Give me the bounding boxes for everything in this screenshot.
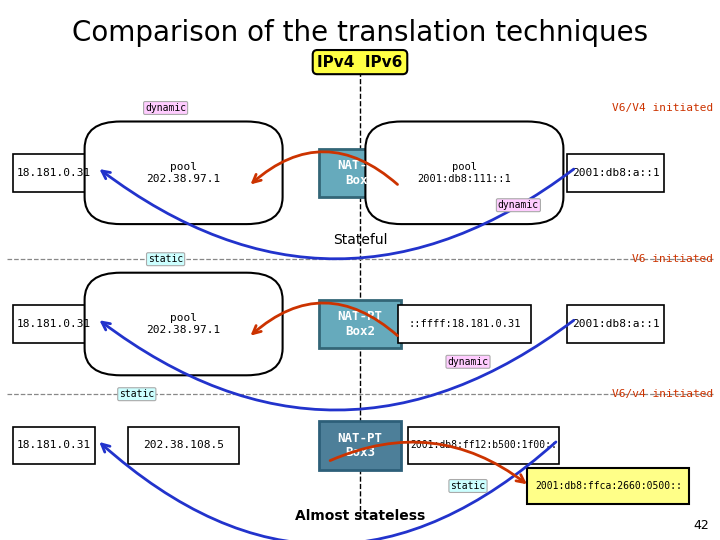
Text: Stateful: Stateful	[333, 233, 387, 247]
Text: NAT-PT
Box1: NAT-PT Box1	[338, 159, 382, 187]
Text: pool
202.38.97.1: pool 202.38.97.1	[146, 162, 221, 184]
Text: Comparison of the translation techniques: Comparison of the translation techniques	[72, 19, 648, 47]
Text: 18.181.0.31: 18.181.0.31	[17, 319, 91, 329]
Text: static: static	[120, 389, 154, 399]
FancyBboxPatch shape	[12, 305, 95, 343]
FancyBboxPatch shape	[85, 122, 283, 224]
FancyBboxPatch shape	[397, 305, 531, 343]
Text: 2001:db8:ffca:2660:0500::: 2001:db8:ffca:2660:0500::	[535, 481, 682, 491]
Text: V6/v4 initiated: V6/v4 initiated	[611, 389, 713, 399]
FancyBboxPatch shape	[319, 148, 402, 197]
FancyBboxPatch shape	[85, 273, 283, 375]
FancyBboxPatch shape	[567, 154, 665, 192]
FancyBboxPatch shape	[567, 305, 665, 343]
FancyBboxPatch shape	[12, 154, 95, 192]
Text: 18.181.0.31: 18.181.0.31	[17, 441, 91, 450]
Text: NAT-PT
Box2: NAT-PT Box2	[338, 310, 382, 338]
Text: 2001:db8:a::1: 2001:db8:a::1	[572, 319, 660, 329]
Text: ::ffff:18.181.0.31: ::ffff:18.181.0.31	[408, 319, 521, 329]
Text: dynamic: dynamic	[447, 357, 489, 367]
Text: 42: 42	[693, 519, 709, 532]
Text: NAT-PT
Box3: NAT-PT Box3	[338, 431, 382, 460]
Text: 2001:db8:a::1: 2001:db8:a::1	[572, 168, 660, 178]
Text: dynamic: dynamic	[145, 103, 186, 113]
Text: pool
2001:db8:111::1: pool 2001:db8:111::1	[418, 162, 511, 184]
Text: IPv4  IPv6: IPv4 IPv6	[318, 55, 402, 70]
FancyBboxPatch shape	[319, 300, 402, 348]
FancyBboxPatch shape	[408, 427, 559, 464]
Text: static: static	[148, 254, 183, 264]
Text: pool
202.38.97.1: pool 202.38.97.1	[146, 313, 221, 335]
Text: Almost stateless: Almost stateless	[295, 509, 425, 523]
Text: 2001:db8:ff12:b500:1f00::: 2001:db8:ff12:b500:1f00::	[410, 441, 557, 450]
Text: 202.38.108.5: 202.38.108.5	[143, 441, 224, 450]
Text: V6 initiated: V6 initiated	[632, 254, 713, 264]
FancyBboxPatch shape	[365, 122, 563, 224]
Text: dynamic: dynamic	[498, 200, 539, 210]
Text: V6/V4 initiated: V6/V4 initiated	[611, 103, 713, 113]
FancyBboxPatch shape	[128, 427, 239, 464]
FancyBboxPatch shape	[527, 468, 690, 504]
Text: 18.181.0.31: 18.181.0.31	[17, 168, 91, 178]
FancyBboxPatch shape	[319, 421, 402, 470]
Text: static: static	[451, 481, 485, 491]
FancyBboxPatch shape	[12, 427, 95, 464]
